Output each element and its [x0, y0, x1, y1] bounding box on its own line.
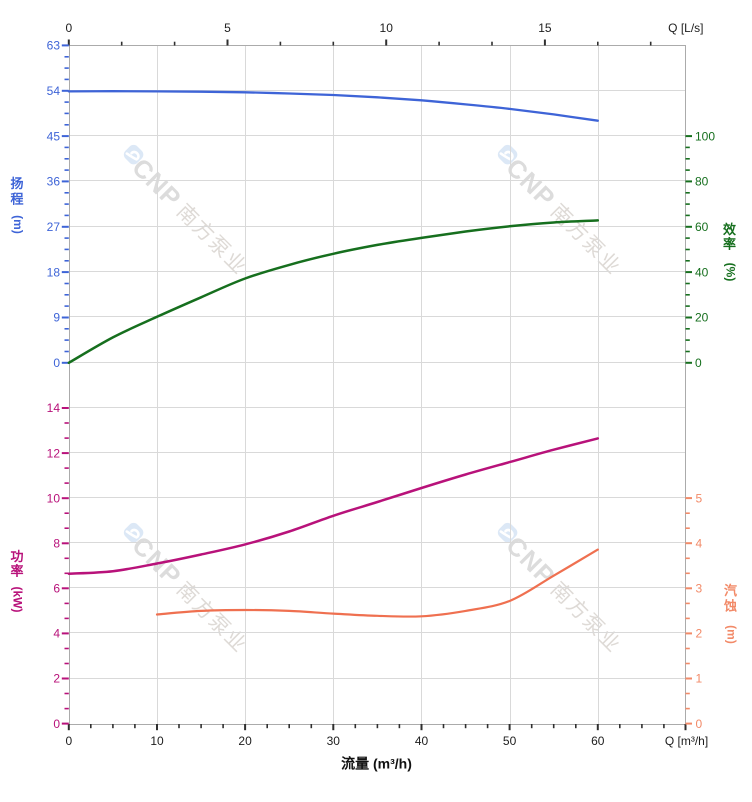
- svg-text:80: 80: [695, 175, 709, 189]
- svg-text:2: 2: [696, 627, 703, 641]
- svg-text:8: 8: [53, 537, 60, 551]
- svg-text:5: 5: [696, 491, 703, 505]
- svg-text:100: 100: [695, 129, 715, 143]
- svg-text:15: 15: [538, 21, 552, 35]
- svg-text:2: 2: [53, 672, 60, 686]
- svg-text:30: 30: [327, 734, 341, 748]
- svg-text:3: 3: [696, 582, 703, 596]
- svg-text:率: 率: [723, 237, 736, 252]
- svg-text:功: 功: [10, 549, 23, 564]
- svg-text:54: 54: [47, 84, 61, 98]
- svg-text:18: 18: [47, 265, 61, 279]
- svg-text:(%): (%): [724, 263, 738, 282]
- svg-text:程: 程: [10, 192, 23, 207]
- svg-text:50: 50: [503, 734, 517, 748]
- svg-text:(m): (m): [725, 625, 739, 644]
- svg-text:40: 40: [415, 734, 429, 748]
- svg-text:5: 5: [224, 21, 231, 35]
- svg-text:27: 27: [47, 220, 61, 234]
- svg-text:40: 40: [695, 265, 709, 279]
- svg-text:9: 9: [53, 311, 60, 325]
- svg-text:0: 0: [65, 21, 72, 35]
- svg-text:0: 0: [53, 356, 60, 370]
- svg-text:12: 12: [47, 446, 61, 460]
- svg-text:1: 1: [696, 672, 703, 686]
- svg-text:20: 20: [695, 311, 709, 325]
- svg-text:36: 36: [47, 175, 61, 189]
- svg-text:45: 45: [47, 129, 61, 143]
- svg-text:(m): (m): [11, 215, 25, 234]
- svg-text:率: 率: [10, 564, 23, 579]
- svg-text:蚀: 蚀: [723, 599, 737, 614]
- svg-text:10: 10: [47, 491, 61, 505]
- svg-text:效: 效: [723, 222, 737, 237]
- svg-text:扬: 扬: [10, 176, 23, 191]
- svg-text:60: 60: [695, 220, 709, 234]
- svg-text:10: 10: [150, 734, 164, 748]
- svg-text:0: 0: [53, 717, 60, 731]
- svg-text:汽: 汽: [724, 583, 737, 598]
- svg-text:(kW): (kW): [11, 587, 25, 613]
- svg-text:0: 0: [65, 734, 72, 748]
- svg-text:Q [L/s]: Q [L/s]: [668, 21, 703, 35]
- svg-text:60: 60: [591, 734, 605, 748]
- svg-text:0: 0: [695, 356, 702, 370]
- svg-text:4: 4: [696, 536, 703, 550]
- svg-text:63: 63: [47, 39, 61, 53]
- svg-text:0: 0: [696, 717, 703, 731]
- svg-text:4: 4: [53, 627, 60, 641]
- svg-text:20: 20: [238, 734, 252, 748]
- svg-text:10: 10: [380, 21, 394, 35]
- svg-text:6: 6: [53, 582, 60, 596]
- svg-text:Q [m³/h]: Q [m³/h]: [665, 734, 708, 748]
- svg-text:流量 (m³/h): 流量 (m³/h): [341, 756, 412, 772]
- svg-text:14: 14: [47, 401, 61, 415]
